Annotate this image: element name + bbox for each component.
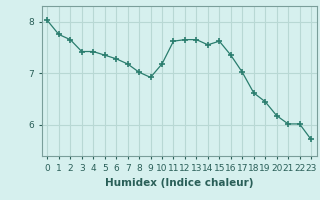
X-axis label: Humidex (Indice chaleur): Humidex (Indice chaleur): [105, 178, 253, 188]
